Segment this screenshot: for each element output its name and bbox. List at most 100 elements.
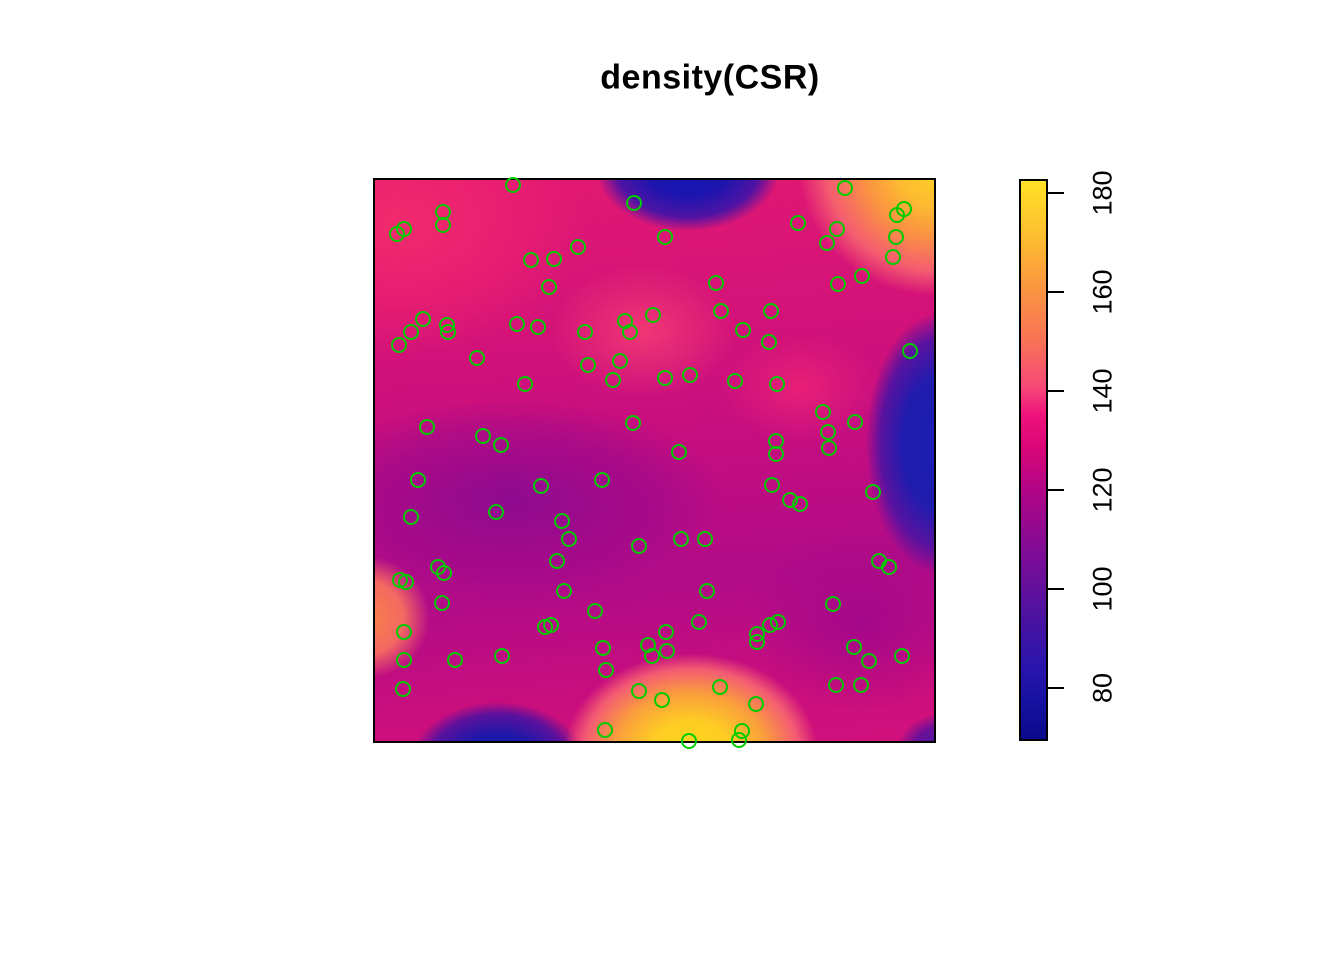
data-point xyxy=(726,372,743,389)
data-point xyxy=(533,478,550,495)
data-point xyxy=(830,276,847,293)
data-point xyxy=(593,472,610,489)
data-point xyxy=(748,634,765,651)
data-point xyxy=(836,179,853,196)
data-point xyxy=(569,238,586,255)
data-point xyxy=(854,268,871,285)
data-point xyxy=(435,564,452,581)
data-point xyxy=(522,251,539,268)
data-point xyxy=(761,616,778,633)
data-point xyxy=(853,677,870,694)
data-point xyxy=(543,617,560,634)
data-point xyxy=(761,334,778,351)
data-point xyxy=(540,278,557,295)
data-point xyxy=(861,653,878,670)
data-point xyxy=(594,640,611,657)
colorbar-axis: 80 100 120 140 160 180 xyxy=(1047,170,1147,741)
data-point xyxy=(763,476,780,493)
data-point xyxy=(631,537,648,554)
page-title: density(CSR) xyxy=(600,58,820,97)
data-point xyxy=(447,651,464,668)
colorbar-tick-label: 180 xyxy=(1087,170,1118,216)
data-point xyxy=(553,513,570,530)
colorbar-tick-label: 160 xyxy=(1087,269,1118,315)
data-point xyxy=(654,692,671,709)
data-point xyxy=(846,413,863,430)
data-point xyxy=(657,623,674,640)
data-point xyxy=(887,228,904,245)
data-point xyxy=(631,682,648,699)
data-point xyxy=(659,643,676,660)
data-point xyxy=(555,582,572,599)
colorbar-tick xyxy=(1047,687,1064,690)
data-point xyxy=(576,324,593,341)
colorbar-tick xyxy=(1047,290,1064,293)
data-point xyxy=(394,681,411,698)
colorbar-tick xyxy=(1047,389,1064,392)
data-point xyxy=(545,250,562,267)
data-point xyxy=(488,504,505,521)
data-point xyxy=(885,249,902,266)
data-point xyxy=(626,195,643,211)
data-point xyxy=(670,443,687,460)
data-point xyxy=(402,324,419,341)
data-point xyxy=(494,648,511,665)
data-point xyxy=(418,419,435,436)
data-point xyxy=(612,353,629,370)
data-point xyxy=(827,677,844,694)
data-point xyxy=(530,318,547,335)
data-point xyxy=(433,594,450,611)
data-point xyxy=(397,573,414,590)
data-point xyxy=(713,303,730,320)
colorbar-tick xyxy=(1047,488,1064,491)
data-point xyxy=(560,531,577,548)
data-point xyxy=(707,274,724,291)
data-point xyxy=(821,439,838,456)
colorbar-tick xyxy=(1047,191,1064,194)
data-point xyxy=(434,216,451,233)
data-point xyxy=(818,234,835,251)
data-point xyxy=(645,307,662,324)
data-point xyxy=(901,343,918,360)
data-point xyxy=(894,647,911,664)
colorbar-tick-label: 140 xyxy=(1087,368,1118,414)
colorbar-gradient xyxy=(1021,181,1046,739)
data-point xyxy=(656,370,673,387)
data-point xyxy=(391,336,408,353)
data-point xyxy=(699,582,716,599)
data-point xyxy=(711,679,728,696)
data-point xyxy=(682,367,699,384)
data-point xyxy=(814,403,831,420)
data-point xyxy=(767,446,784,463)
data-point xyxy=(622,324,639,341)
data-point xyxy=(881,559,898,576)
colorbar-tick xyxy=(1047,587,1064,590)
data-point xyxy=(475,428,492,445)
data-point xyxy=(864,484,881,501)
data-point xyxy=(508,316,525,333)
data-point xyxy=(691,613,708,630)
data-point xyxy=(789,214,806,231)
data-point xyxy=(730,731,747,748)
data-point xyxy=(792,496,809,513)
data-point xyxy=(656,228,673,245)
data-point xyxy=(768,375,785,392)
data-point xyxy=(505,177,522,194)
colorbar-tick-label: 100 xyxy=(1087,566,1118,612)
data-point xyxy=(697,531,714,548)
density-heatmap xyxy=(373,177,936,749)
data-point xyxy=(845,638,862,655)
data-point xyxy=(410,471,427,488)
data-point xyxy=(586,602,603,619)
data-point xyxy=(517,375,534,392)
data-point xyxy=(673,531,690,548)
data-point xyxy=(734,322,751,339)
data-point xyxy=(825,595,842,612)
data-point xyxy=(681,733,698,749)
data-point xyxy=(414,311,431,328)
data-point xyxy=(604,371,621,388)
data-point xyxy=(747,695,764,712)
data-point xyxy=(762,303,779,320)
data-point xyxy=(493,437,510,454)
